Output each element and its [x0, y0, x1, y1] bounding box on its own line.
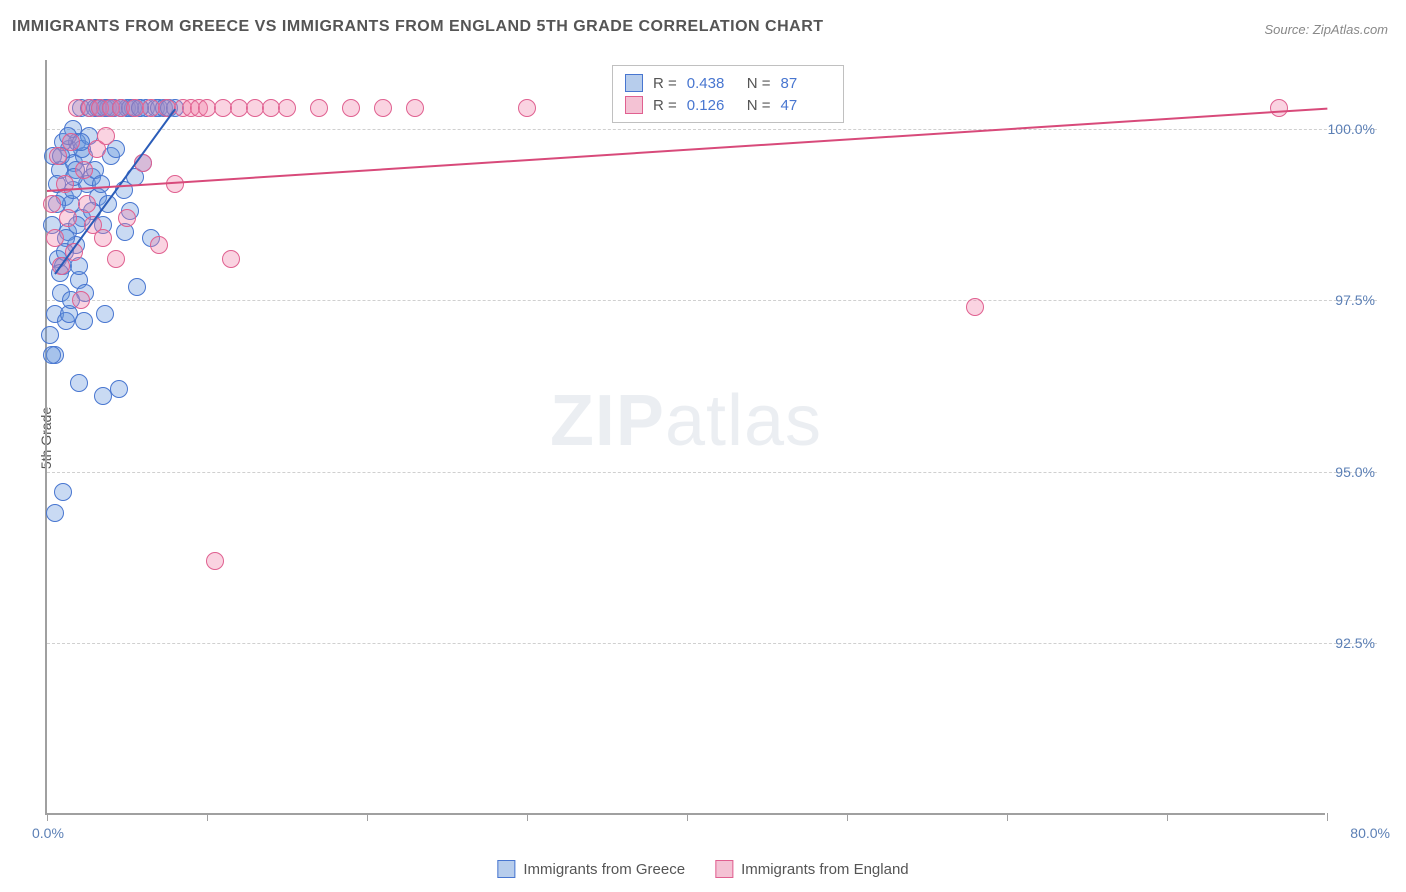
x-tick [207, 813, 208, 821]
watermark: ZIPatlas [550, 380, 822, 462]
scatter-point [118, 209, 136, 227]
scatter-point [46, 504, 64, 522]
scatter-point [75, 161, 93, 179]
gridline [47, 129, 1377, 130]
x-tick [367, 813, 368, 821]
x-tick [687, 813, 688, 821]
scatter-point [518, 99, 536, 117]
y-tick-label: 97.5% [1325, 292, 1375, 308]
legend-swatch [715, 860, 733, 878]
stat-r-value: 0.438 [687, 75, 737, 92]
scatter-point [150, 236, 168, 254]
scatter-point [107, 250, 125, 268]
y-tick-label: 100.0% [1325, 121, 1375, 137]
scatter-point [110, 380, 128, 398]
scatter-point [222, 250, 240, 268]
x-tick [1167, 813, 1168, 821]
y-tick-label: 92.5% [1325, 635, 1375, 651]
scatter-point [97, 127, 115, 145]
legend-item: Immigrants from Greece [497, 860, 685, 878]
scatter-point [310, 99, 328, 117]
stat-r-label: R = [653, 75, 677, 92]
scatter-point [94, 387, 112, 405]
scatter-point [1270, 99, 1288, 117]
source-attribution: Source: ZipAtlas.com [1264, 22, 1388, 37]
gridline [47, 472, 1377, 473]
plot-area: ZIPatlas 92.5%95.0%97.5%100.0% 0.0% 80.0… [45, 60, 1325, 815]
chart-area: 5th Grade ZIPatlas 92.5%95.0%97.5%100.0%… [45, 60, 1375, 815]
legend-item: Immigrants from England [715, 860, 909, 878]
stat-n-label: N = [747, 97, 771, 114]
scatter-point [92, 175, 110, 193]
scatter-point [62, 133, 80, 151]
stats-row: R = 0.126 N = 47 [625, 94, 831, 116]
series-swatch [625, 96, 643, 114]
x-axis-min-label: 0.0% [32, 825, 64, 841]
watermark-zip: ZIP [550, 381, 665, 461]
scatter-point [41, 326, 59, 344]
legend-label: Immigrants from Greece [523, 861, 685, 878]
x-tick [527, 813, 528, 821]
legend: Immigrants from Greece Immigrants from En… [497, 860, 908, 878]
x-tick [847, 813, 848, 821]
stats-row: R = 0.438 N = 87 [625, 72, 831, 94]
scatter-point [49, 147, 67, 165]
watermark-atlas: atlas [665, 381, 822, 461]
scatter-point [54, 483, 72, 501]
legend-label: Immigrants from England [741, 861, 909, 878]
scatter-point [96, 305, 114, 323]
x-tick [1327, 813, 1328, 821]
stat-r-value: 0.126 [687, 97, 737, 114]
x-axis-max-label: 80.0% [1350, 825, 1390, 841]
scatter-point [374, 99, 392, 117]
gridline [47, 643, 1377, 644]
scatter-point [94, 229, 112, 247]
stat-n-label: N = [747, 75, 771, 92]
gridline [47, 300, 1377, 301]
scatter-point [43, 346, 61, 364]
scatter-point [278, 99, 296, 117]
scatter-point [128, 278, 146, 296]
scatter-point [46, 229, 64, 247]
x-tick [1007, 813, 1008, 821]
scatter-point [70, 374, 88, 392]
legend-swatch [497, 860, 515, 878]
stat-n-value: 87 [781, 75, 831, 92]
scatter-point [78, 195, 96, 213]
stat-n-value: 47 [781, 97, 831, 114]
correlation-stats-box: R = 0.438 N = 87 R = 0.126 N = 47 [612, 65, 844, 123]
scatter-point [206, 552, 224, 570]
stat-r-label: R = [653, 97, 677, 114]
x-tick [47, 813, 48, 821]
scatter-point [406, 99, 424, 117]
scatter-point [59, 209, 77, 227]
scatter-point [342, 99, 360, 117]
series-swatch [625, 74, 643, 92]
scatter-point [966, 298, 984, 316]
scatter-point [72, 291, 90, 309]
scatter-point [75, 312, 93, 330]
scatter-point [43, 195, 61, 213]
chart-title: IMMIGRANTS FROM GREECE VS IMMIGRANTS FRO… [12, 18, 824, 36]
y-tick-label: 95.0% [1325, 464, 1375, 480]
